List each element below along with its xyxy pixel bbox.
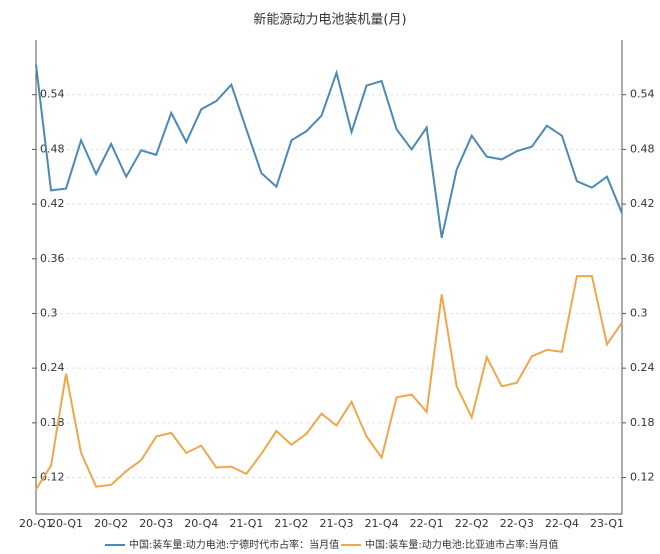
y2-tick-label: 0.42: [630, 197, 655, 210]
x-tick-label: 21-Q3: [319, 517, 353, 530]
legend-label: 中国:装车量:动力电池:比亚迪市占率:当月值: [365, 538, 558, 551]
x-tick-label: 22-Q3: [500, 517, 534, 530]
y-tick-label: 0.54: [40, 88, 65, 101]
y2-tick-label: 0.3: [630, 306, 648, 319]
y2-tick-label: 0.12: [630, 471, 655, 484]
y-tick-label: 0.3: [40, 306, 58, 319]
x-tick-label: 20-Q1: [19, 517, 53, 530]
x-tick-label: 21-Q2: [274, 517, 308, 530]
x-tick-label: 21-Q1: [229, 517, 263, 530]
y-tick-label: 0.42: [40, 197, 65, 210]
y2-tick-label: 0.54: [630, 88, 655, 101]
x-tick-label: 22-Q1: [410, 517, 444, 530]
x-tick-label: 22-Q2: [455, 517, 489, 530]
y2-tick-label: 0.24: [630, 361, 655, 374]
x-tick-label: 20-Q4: [184, 517, 218, 530]
line-series: [35, 275, 623, 490]
y-tick-label: 0.48: [40, 142, 65, 155]
x-tick-label: 23-Q1: [590, 517, 624, 530]
line-series: [35, 64, 623, 239]
chart-title: 新能源动力电池装机量(月): [253, 12, 406, 28]
x-tick-label: 20-Q2: [94, 517, 128, 530]
y-tick-label: 0.18: [40, 416, 65, 429]
y2-tick-label: 0.18: [630, 416, 655, 429]
y-tick-label: 0.24: [40, 361, 65, 374]
x-tick-label: 20-Q3: [139, 517, 173, 530]
y-tick-label: 0.36: [40, 252, 65, 265]
y2-tick-label: 0.48: [630, 142, 655, 155]
y2-tick-label: 0.36: [630, 252, 655, 265]
legend-label: 中国:装车量:动力电池:宁德时代市占率：当月值: [129, 538, 339, 551]
x-tick-label: 20-Q1: [49, 517, 83, 530]
x-tick-label: 21-Q4: [365, 517, 399, 530]
x-tick-label: 22-Q4: [545, 517, 579, 530]
